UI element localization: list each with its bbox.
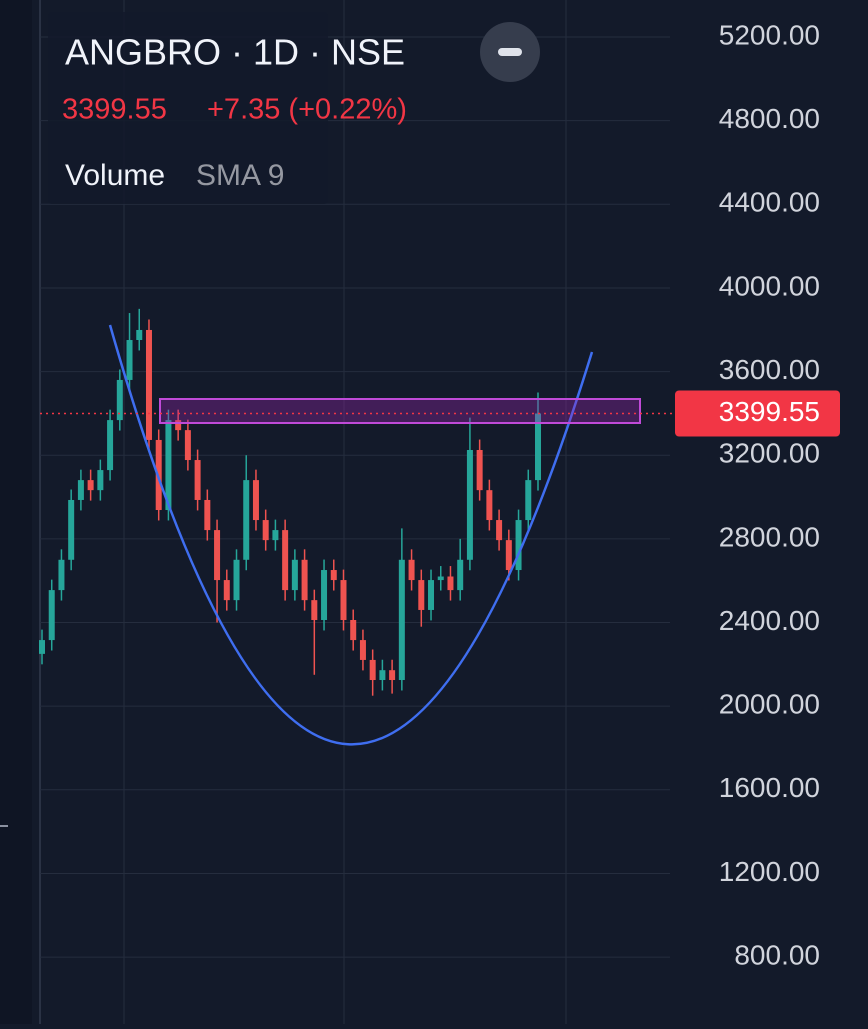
candle-body [418, 580, 425, 610]
candle-body [223, 580, 230, 601]
resistance-zone [159, 398, 641, 424]
candle-body [107, 420, 114, 471]
candle-body [311, 600, 318, 621]
candle-body [437, 576, 444, 581]
y-tick-label: 4400.00 [719, 187, 820, 218]
candle-body [535, 413, 541, 481]
candle-body [359, 640, 366, 660]
y-tick-label: 2000.00 [719, 689, 820, 720]
candle-body [243, 480, 250, 560]
last-price-box [675, 390, 840, 437]
candle-body [525, 480, 532, 521]
candle-body [116, 379, 123, 421]
candle-body [58, 559, 65, 591]
y-tick-label: 1200.00 [719, 856, 820, 887]
legend-box [48, 12, 328, 204]
candle-body [48, 590, 55, 641]
candle-body [486, 490, 493, 521]
indicator-name: Volume [65, 159, 165, 192]
candle-body [252, 480, 259, 521]
candle-body [408, 559, 415, 581]
y-tick-label: 2800.00 [719, 521, 820, 552]
candle-body [321, 570, 328, 621]
candle-body [145, 329, 152, 440]
last-price: 3399.55 [62, 94, 167, 126]
candle-body [262, 520, 269, 541]
y-tick-label: 800.00 [734, 939, 820, 970]
candle-body [184, 430, 191, 461]
candle-body [194, 460, 201, 500]
candle-body [204, 499, 211, 531]
candle-body [77, 480, 84, 500]
candle-body [515, 520, 522, 571]
price-axis: 800.00 1200.00 1600.00 2000.00 2400.00 2800.0… [40, 19, 840, 970]
candle-body [136, 329, 143, 341]
candle-body [466, 449, 473, 560]
chart-title: ANGBRO · 1D · NSE [65, 32, 405, 73]
candle-body [175, 420, 182, 431]
y-tick-label: 1600.00 [719, 772, 820, 803]
candle-body [457, 559, 464, 591]
indicator-setting: SMA 9 [196, 159, 284, 192]
side-panel [0, 0, 32, 1024]
candle-body [87, 480, 94, 491]
candle-body [389, 670, 396, 681]
y-tick-label: 5200.00 [719, 19, 820, 50]
y-tick-label: 2400.00 [719, 605, 820, 636]
candle-body [233, 559, 240, 601]
candle-body [330, 570, 337, 581]
y-tick-label: 4000.00 [719, 270, 820, 301]
candle-body [126, 340, 133, 380]
candle-body [291, 559, 298, 591]
candles [39, 308, 541, 696]
candle-body [496, 520, 503, 541]
candle-body [301, 559, 308, 601]
candle-body [369, 659, 376, 681]
candle-body [447, 576, 454, 591]
cup-curve [108, 324, 594, 746]
candle-body [272, 530, 279, 541]
candle-body [350, 620, 357, 641]
y-tick-label: 4800.00 [719, 103, 820, 134]
price-change: +7.35 (+0.22%) [207, 94, 407, 126]
y-tick-label: 3200.00 [719, 438, 820, 469]
candle-body [68, 499, 75, 560]
candle-body [505, 540, 512, 571]
collapse-icon [498, 48, 522, 56]
candle-body [340, 580, 347, 621]
candle-body [398, 559, 405, 681]
candle-body [379, 670, 386, 681]
candle-body [476, 449, 483, 491]
candle-body [428, 580, 435, 610]
candle-body [214, 530, 221, 581]
candle-body [282, 530, 289, 591]
last-price-label: 3399.55 [719, 396, 820, 427]
candle-body [39, 640, 45, 654]
y-tick-label: 3600.00 [719, 354, 820, 385]
candle-body [97, 470, 104, 491]
candle-body [165, 420, 172, 511]
